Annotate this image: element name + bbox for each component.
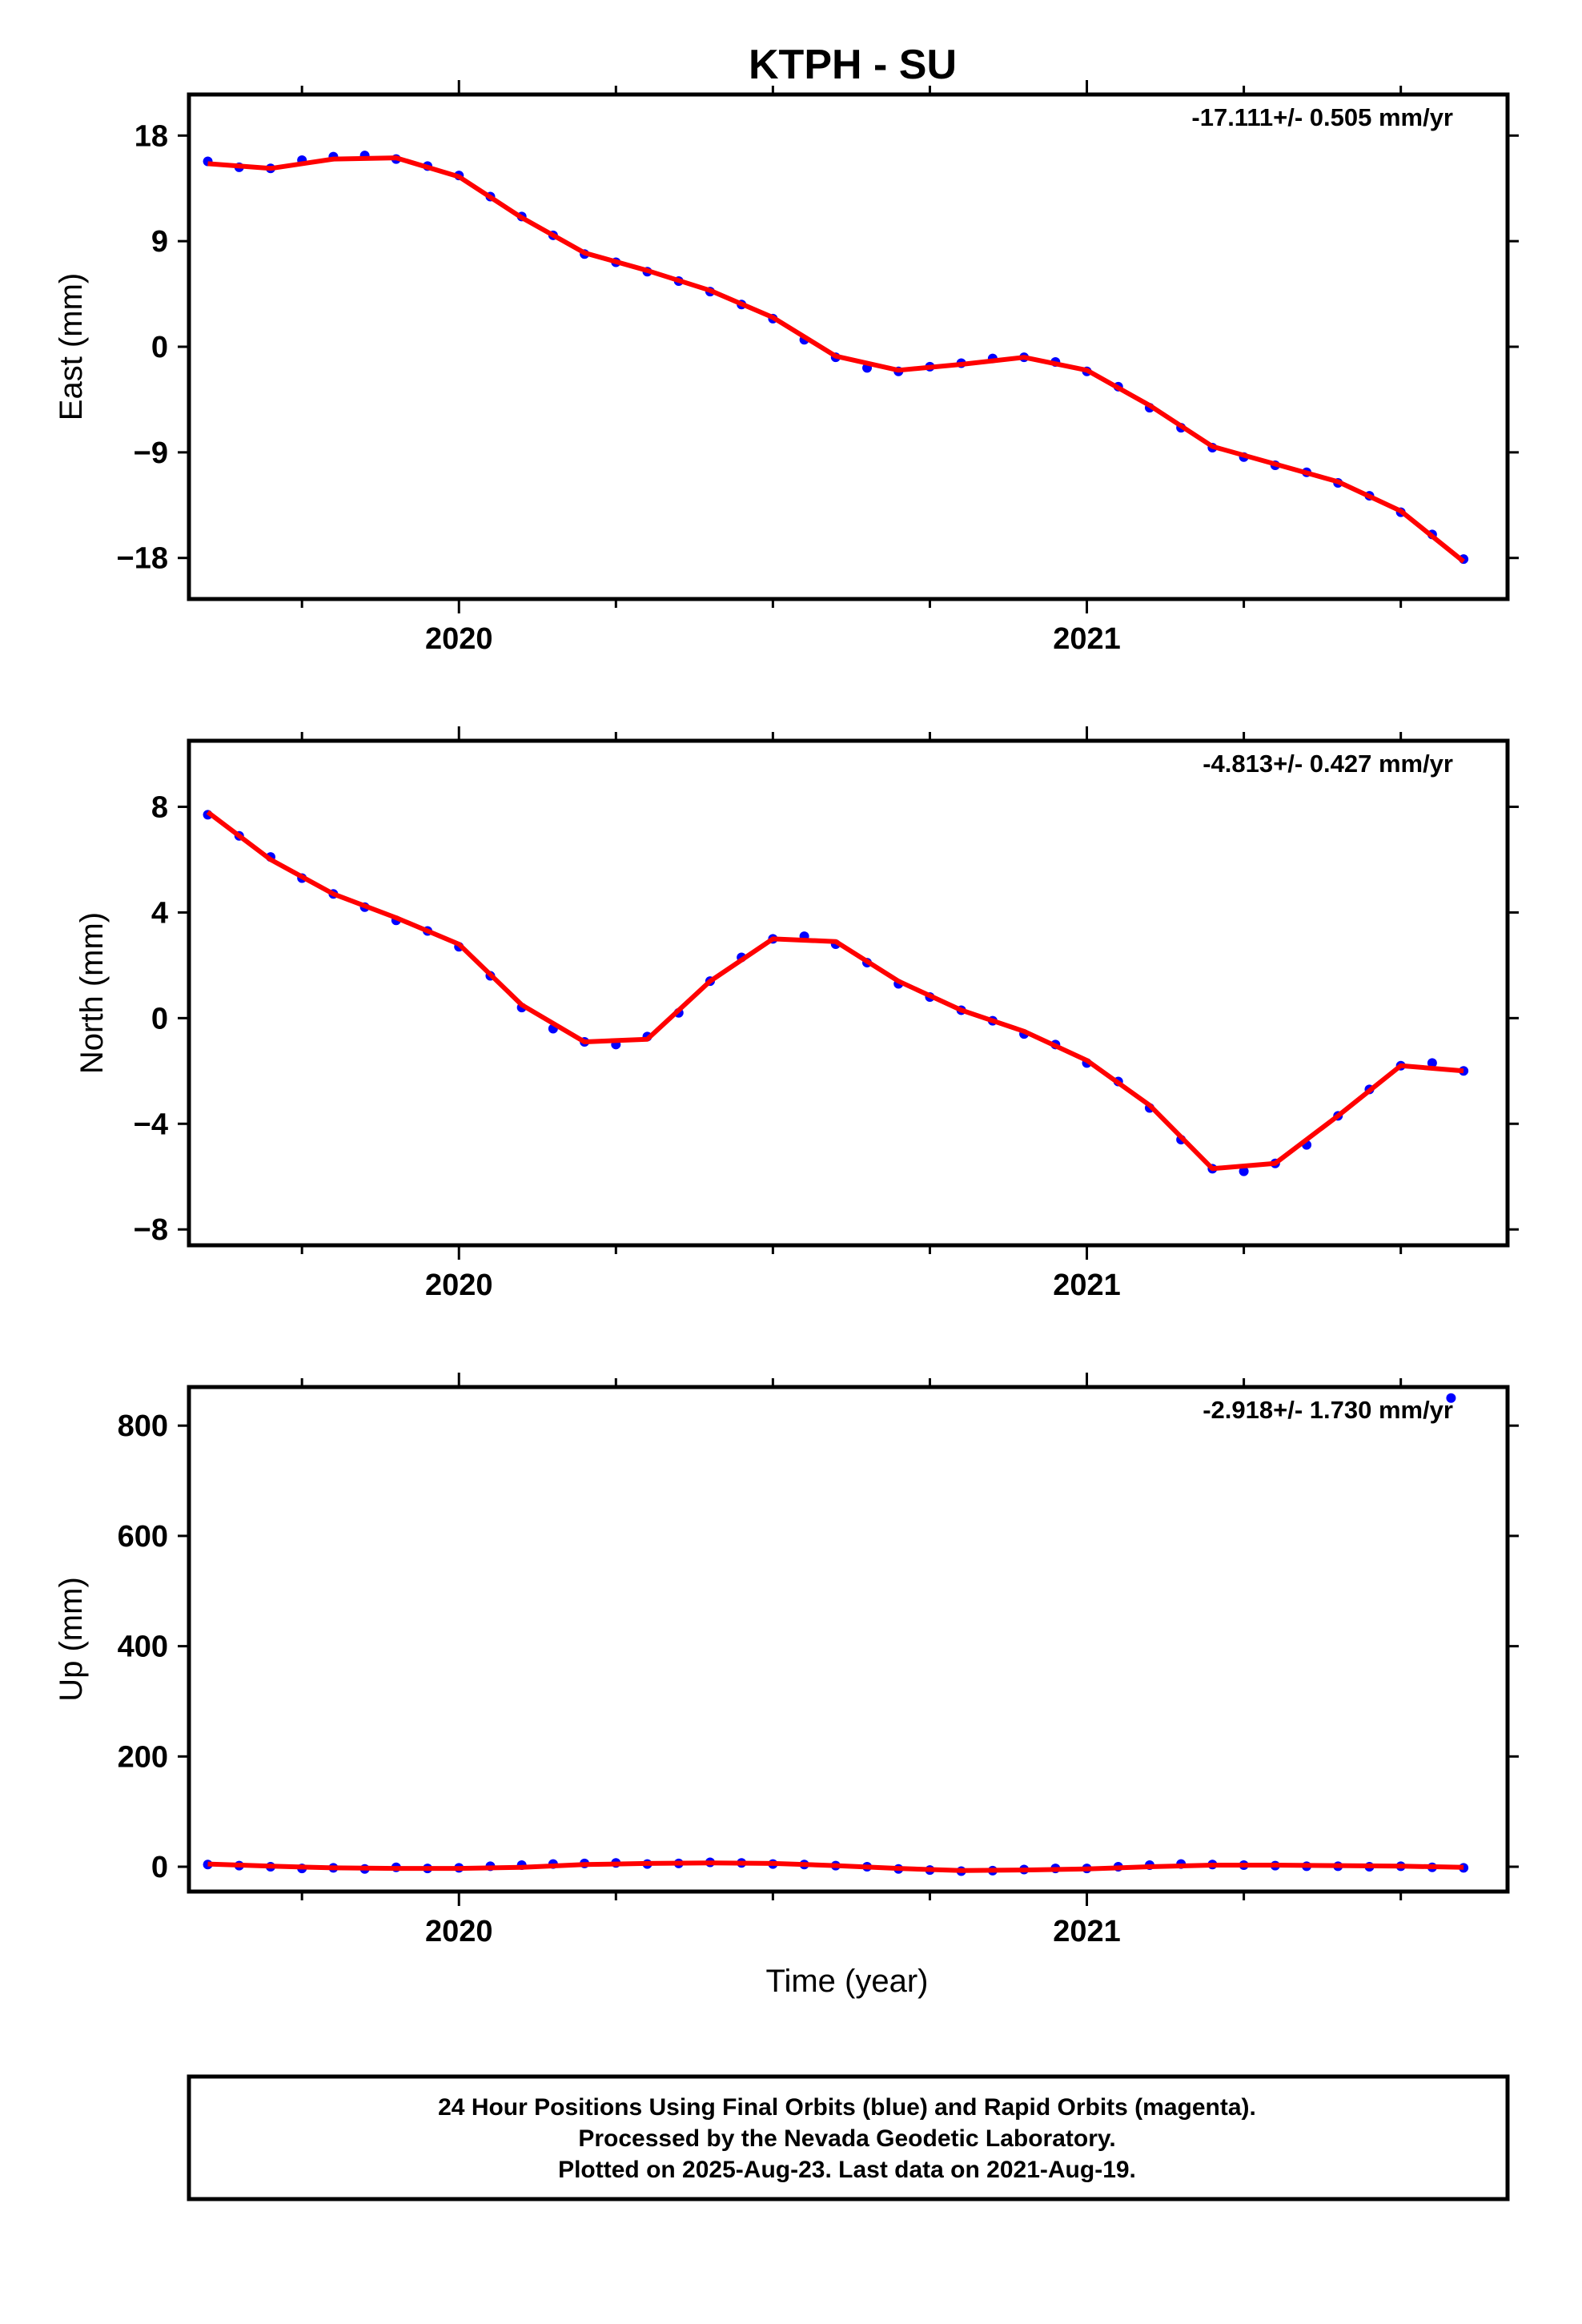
up-data-marks: [203, 1393, 1469, 1876]
east-ytick-label: −9: [134, 436, 168, 470]
east-xtick-label: 2020: [425, 622, 493, 656]
north-xtick-label: 2021: [1053, 1269, 1121, 1302]
up-ytick-label: 800: [118, 1409, 168, 1443]
east-y-axis-label: East (mm): [54, 273, 89, 420]
up-ytick-label: 200: [118, 1740, 168, 1774]
east-xtick-label: 2021: [1053, 622, 1121, 656]
up-y-axis-label: Up (mm): [54, 1577, 89, 1702]
up-xtick-label: 2020: [425, 1915, 493, 1948]
east-panel: 18 9 0 −9 −18 2020 2021 East (mm) -17.111+/- 0…: [54, 80, 1519, 656]
up-plot-frame: [187, 1385, 1510, 1894]
north-ytick-label: 8: [151, 790, 168, 824]
north-data-marks: [203, 810, 1469, 1176]
north-rate-label: -4.813+/- 0.427 mm/yr: [1203, 750, 1453, 778]
north-fit-line: [206, 810, 1464, 1172]
east-axis-ticks: 18 9 0 −9 −18 2020 2021: [117, 80, 1519, 656]
north-plot-frame: [187, 738, 1510, 1248]
north-axis-ticks: 8 4 0 −4 −8 2020 2021: [134, 726, 1519, 1302]
east-ytick-label: −18: [117, 542, 168, 576]
north-ytick-label: −8: [134, 1213, 168, 1247]
east-ytick-label: 9: [151, 225, 168, 259]
north-data-point: [1427, 1058, 1437, 1068]
north-ytick-label: 4: [151, 896, 168, 930]
up-xtick-label: 2021: [1053, 1915, 1121, 1948]
x-axis-label: Time (year): [766, 1964, 929, 1999]
chart-title: KTPH - SU: [749, 42, 957, 88]
footer-frame: [187, 2074, 1510, 2201]
east-plot-frame: [187, 92, 1510, 601]
east-data-marks: [203, 151, 1469, 565]
north-ytick-label: 0: [151, 1002, 168, 1035]
up-fit-line: [207, 1860, 1464, 1873]
up-ytick-label: 600: [118, 1520, 168, 1554]
up-axis-ticks: 800 600 400 200 0 2020 2021: [118, 1373, 1519, 1948]
up-ytick-label: 0: [151, 1851, 168, 1884]
up-panel: 800 600 400 200 0 2020 2021 Up (mm) -2.918+/- …: [54, 1373, 1519, 1948]
north-data-point: [1239, 1166, 1249, 1176]
east-rate-label: -17.111+/- 0.505 mm/yr: [1191, 103, 1453, 131]
north-panel: 8 4 0 −4 −8 2020 2021 North (mm) -4.813+/- 0.4…: [74, 726, 1519, 1302]
footer-line-1: 24 Hour Positions Using Final Orbits (bl…: [438, 2094, 1256, 2121]
footer-line-2: Processed by the Nevada Geodetic Laborat…: [578, 2125, 1115, 2152]
north-y-axis-label: North (mm): [74, 912, 110, 1074]
footer-box: 24 Hour Positions Using Final Orbits (bl…: [187, 2074, 1510, 2201]
up-ytick-label: 400: [118, 1630, 168, 1664]
east-ytick-label: 0: [151, 331, 168, 364]
footer-line-3: Plotted on 2025-Aug-23. Last data on 202…: [558, 2157, 1136, 2183]
up-data-point: [1446, 1393, 1456, 1403]
east-fit-line: [207, 155, 1465, 564]
north-ytick-label: −4: [134, 1108, 168, 1141]
up-rate-label: -2.918+/- 1.730 mm/yr: [1203, 1396, 1453, 1424]
north-xtick-label: 2020: [425, 1269, 493, 1302]
east-ytick-label: 18: [135, 119, 168, 153]
